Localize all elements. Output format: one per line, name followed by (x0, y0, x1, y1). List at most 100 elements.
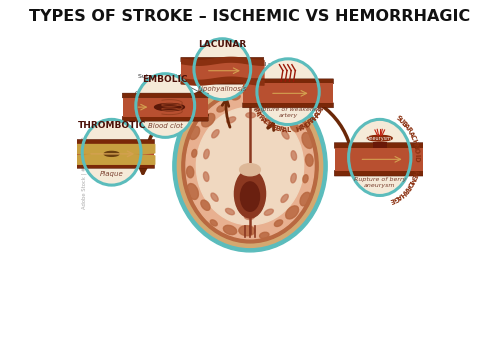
Ellipse shape (303, 175, 308, 183)
Text: R: R (310, 116, 317, 124)
Text: B: B (400, 120, 408, 128)
FancyBboxPatch shape (334, 143, 425, 148)
Text: O: O (304, 120, 312, 128)
Text: R: R (307, 118, 314, 126)
FancyBboxPatch shape (242, 103, 334, 108)
Ellipse shape (291, 173, 296, 183)
Ellipse shape (104, 152, 119, 156)
Bar (334, 143, 425, 176)
Text: TYPES OF STROKE – ISCHEMIC VS HEMORRHAGIC: TYPES OF STROKE – ISCHEMIC VS HEMORRHAGI… (30, 9, 470, 24)
Ellipse shape (246, 113, 256, 118)
Text: G: G (392, 194, 400, 202)
Text: Lipohyalinosis: Lipohyalinosis (198, 86, 247, 92)
Ellipse shape (186, 166, 194, 178)
Ellipse shape (204, 172, 209, 181)
Ellipse shape (196, 107, 304, 225)
Text: M: M (300, 122, 309, 130)
Bar (243, 79, 333, 108)
Text: H: H (410, 138, 418, 145)
Text: R: R (400, 186, 408, 194)
Text: Cerebral cortex: Cerebral cortex (135, 91, 192, 109)
Text: Skull: Skull (274, 71, 295, 87)
Bar (69, 144, 154, 164)
Ellipse shape (257, 59, 319, 125)
FancyBboxPatch shape (68, 163, 154, 169)
Ellipse shape (274, 220, 282, 227)
Ellipse shape (239, 226, 255, 236)
FancyBboxPatch shape (181, 80, 264, 84)
Bar (122, 93, 208, 121)
Bar (334, 148, 425, 171)
FancyBboxPatch shape (181, 57, 264, 62)
Text: H: H (312, 113, 320, 121)
Text: B: B (274, 125, 281, 133)
Ellipse shape (282, 131, 289, 139)
Text: H: H (398, 189, 406, 198)
Text: E: E (410, 173, 417, 180)
Bar (181, 58, 264, 84)
Ellipse shape (154, 103, 184, 111)
Ellipse shape (281, 194, 288, 202)
Text: E: E (318, 105, 325, 111)
Ellipse shape (173, 80, 327, 252)
Bar (243, 83, 333, 103)
Bar (122, 98, 208, 117)
Ellipse shape (240, 182, 260, 211)
FancyBboxPatch shape (334, 170, 425, 176)
Text: E: E (298, 124, 305, 131)
Ellipse shape (190, 127, 200, 139)
Ellipse shape (246, 97, 261, 107)
Ellipse shape (263, 97, 277, 107)
Ellipse shape (201, 200, 210, 210)
Bar (373, 142, 386, 148)
Text: S: S (394, 115, 402, 122)
Ellipse shape (368, 135, 392, 141)
Text: M: M (407, 176, 416, 184)
Text: U: U (397, 117, 405, 125)
Ellipse shape (244, 214, 254, 219)
Text: I: I (414, 153, 420, 156)
Ellipse shape (232, 94, 240, 100)
Ellipse shape (82, 119, 141, 185)
Ellipse shape (136, 74, 194, 137)
Text: EMBOLIC: EMBOLIC (142, 75, 188, 84)
Text: L: L (286, 127, 290, 134)
Text: C: C (409, 134, 416, 141)
Text: O: O (406, 180, 413, 188)
Ellipse shape (290, 122, 299, 132)
Text: A: A (407, 130, 415, 138)
Ellipse shape (204, 149, 209, 159)
Ellipse shape (212, 130, 219, 138)
Text: N: N (412, 143, 419, 149)
Text: Scalp: Scalp (275, 62, 296, 79)
Text: R: R (268, 122, 275, 130)
Bar (181, 62, 264, 80)
Ellipse shape (348, 119, 411, 195)
Text: Rupture of weakened
artery: Rupture of weakened artery (254, 107, 322, 118)
Text: Blood clot: Blood clot (148, 123, 182, 129)
FancyBboxPatch shape (68, 139, 154, 144)
Text: Plaque: Plaque (100, 171, 124, 177)
Ellipse shape (226, 208, 234, 215)
Text: A: A (395, 192, 402, 200)
Text: R: R (405, 126, 413, 134)
Ellipse shape (266, 117, 274, 124)
Text: T: T (254, 111, 262, 118)
Text: A: A (402, 123, 410, 131)
Text: G: G (316, 108, 324, 115)
Ellipse shape (186, 93, 314, 239)
Ellipse shape (211, 193, 218, 201)
Ellipse shape (187, 184, 198, 200)
Text: C: C (262, 118, 269, 126)
Text: N: N (252, 107, 260, 115)
Text: H: H (410, 169, 418, 176)
Text: Superior sagittal sinus: Superior sagittal sinus (214, 62, 284, 82)
FancyBboxPatch shape (242, 79, 334, 84)
Ellipse shape (182, 89, 318, 243)
Text: E: E (265, 121, 272, 128)
Text: Adobe Stock | #287024199: Adobe Stock | #287024199 (81, 137, 86, 209)
FancyBboxPatch shape (122, 93, 208, 98)
Ellipse shape (226, 117, 235, 123)
Ellipse shape (264, 209, 274, 215)
Text: LACUNAR: LACUNAR (198, 40, 246, 49)
